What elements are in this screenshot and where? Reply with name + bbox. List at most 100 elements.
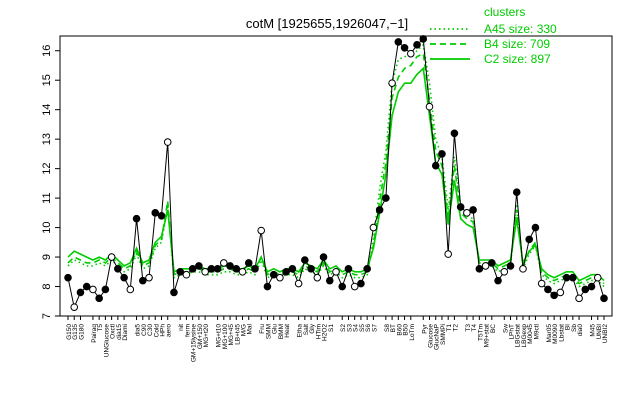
data-point: [238, 267, 247, 276]
data-point: [350, 282, 359, 291]
y-tick-label: 7: [41, 313, 53, 319]
data-point: [82, 282, 91, 291]
data-point: [132, 214, 141, 223]
y-tick-label: 15: [41, 74, 53, 86]
x-tick-label: S8: [384, 324, 391, 332]
data-point: [519, 265, 527, 273]
data-point: [556, 288, 565, 297]
x-tick-label: LBGexp: [521, 324, 528, 348]
x-tick-label: ferm: [184, 324, 191, 337]
x-tick-label: S4: [353, 324, 360, 332]
data-point: [475, 265, 484, 273]
x-tick-label: Gly: [309, 323, 316, 334]
x-tick-label: S5: [359, 324, 366, 332]
data-point: [114, 265, 122, 273]
data-point: [251, 265, 259, 273]
data-point: [488, 259, 496, 267]
x-tick-label: Mar05: [546, 324, 553, 343]
data-point: [126, 285, 135, 294]
x-tick-label: SMMPi: [440, 324, 447, 345]
x-tick-label: LB+t45: [234, 324, 241, 345]
x-tick-label: LoTm: [409, 324, 416, 341]
data-point: [406, 49, 415, 58]
data-point: [145, 273, 153, 282]
data-point: [89, 285, 97, 294]
chart-title: cotM [1925655,1926047,−1]: [246, 16, 408, 31]
x-tick-label: Sb: [571, 324, 578, 332]
x-tick-label: Fru: [259, 324, 266, 334]
x-tick-label: dia15: [116, 324, 123, 340]
data-point: [438, 150, 446, 158]
x-tick-label: MG+100: [222, 324, 229, 349]
x-tick-label: dia0: [577, 324, 584, 337]
data-point: [170, 288, 178, 297]
data-point: [201, 267, 209, 276]
x-tick-label: BC: [490, 324, 497, 333]
data-point: [95, 294, 103, 303]
data-point: [600, 294, 608, 303]
data-point: [388, 79, 396, 87]
data-point: [257, 226, 266, 235]
legend-label: B4 size: 709: [484, 37, 550, 51]
data-point: [282, 267, 290, 276]
y-tick-label: 8: [41, 283, 53, 289]
x-tick-label: G150: [66, 324, 73, 340]
data-point: [575, 294, 583, 303]
data-point: [101, 285, 110, 294]
data-point: [332, 267, 340, 276]
data-point: [550, 291, 558, 300]
x-tick-label: BMM: [278, 324, 285, 339]
x-tick-label: SMM: [265, 324, 272, 339]
data-point: [506, 262, 515, 270]
x-axis: G150 G135 G180 Pairaq T5 UNGlucose Oxctl dia15 D…: [66, 316, 609, 362]
data-point: [537, 279, 546, 288]
plot-frame: [59, 35, 613, 317]
x-tick-label: T4: [471, 324, 478, 332]
x-tick-label: dia5: [135, 324, 142, 337]
y-tick-label: 13: [41, 133, 53, 145]
data-point: [344, 265, 353, 273]
data-point: [76, 288, 85, 297]
data-point: [500, 267, 509, 276]
data-point: [338, 282, 347, 291]
data-point: [357, 279, 365, 288]
x-tick-label: MG+45: [228, 324, 235, 346]
x-tick-label: G180: [78, 324, 85, 340]
x-tick-label: MG+t20: [203, 324, 210, 348]
x-tick-label: C30: [147, 324, 154, 336]
x-tick-label: aero: [166, 324, 173, 337]
data-point: [269, 270, 278, 279]
data-point: [244, 259, 253, 267]
data-point: [151, 209, 160, 217]
data-point: [70, 303, 79, 311]
data-point: [375, 206, 384, 214]
legend-label: A45 size: 330: [484, 22, 557, 36]
x-tick-label: G135: [72, 324, 79, 340]
data-point: [220, 259, 228, 267]
data-point: [469, 206, 477, 214]
data-point: [138, 276, 147, 285]
x-tick-label: Sw: [502, 324, 509, 333]
series-layer: [64, 35, 608, 311]
data-point: [425, 102, 434, 111]
data-point: [419, 35, 428, 43]
x-tick-label: Mal: [247, 323, 254, 334]
data-point: [369, 223, 378, 232]
cluster-line: [67, 52, 605, 285]
x-tick-label: T2: [452, 324, 459, 332]
data-point: [120, 273, 128, 282]
data-point: [531, 223, 540, 232]
x-tick-label: BT: [390, 324, 397, 332]
data-point: [263, 282, 272, 291]
x-tick-label: Pyr: [421, 323, 428, 334]
x-tick-label: HPh: [159, 324, 166, 337]
y-axis: 7 8 9 10 11 12 13 14 15 16: [41, 45, 60, 319]
data-point: [182, 270, 191, 279]
x-tick-label: LPhT: [509, 324, 516, 340]
data-point: [188, 265, 197, 273]
plot-border: [59, 35, 613, 317]
x-tick-label: T1: [446, 324, 453, 332]
data-point: [226, 262, 234, 270]
